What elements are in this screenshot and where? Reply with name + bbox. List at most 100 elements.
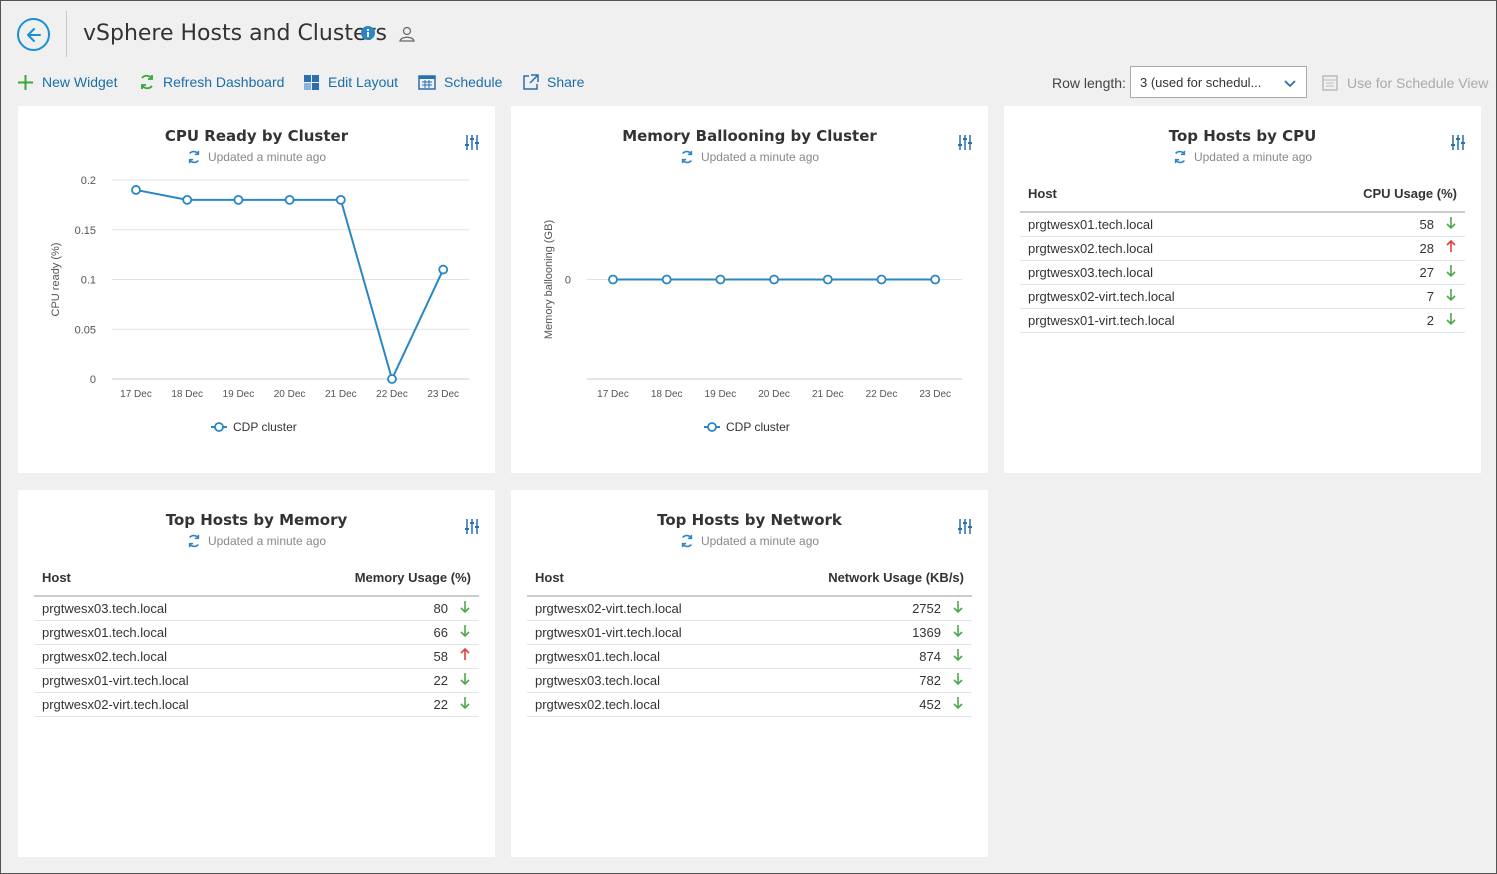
widget-settings-icon[interactable]: [957, 134, 973, 156]
data-point[interactable]: [930, 274, 941, 285]
legend-marker: [707, 422, 717, 432]
arrow-down-icon: [944, 620, 972, 645]
arrow-up-icon: [451, 644, 479, 669]
updated-text: Updated a minute ago: [207, 534, 327, 548]
data-point[interactable]: [715, 274, 726, 285]
row-length-value: 3 (used for schedul...: [1140, 75, 1262, 90]
use-for-schedule-view-toggle[interactable]: Use for Schedule View: [1322, 75, 1488, 91]
arrow-down-icon: [1437, 284, 1465, 309]
table-row[interactable]: prgtwesx02-virt.tech.local 2752: [527, 596, 972, 621]
arrow-down-icon: [451, 620, 479, 645]
x-tick-label: 17 Dec: [597, 389, 629, 400]
arrow-up-icon: [1437, 236, 1465, 261]
y-axis-label: Memory ballooning (GB): [543, 220, 555, 339]
table-row[interactable]: prgtwesx02.tech.local 452: [527, 692, 972, 717]
column-header-value[interactable]: CPU Usage (%): [1292, 175, 1465, 213]
table-row[interactable]: prgtwesx02-virt.tech.local 22: [34, 692, 479, 717]
usage-value: 22: [283, 668, 451, 693]
widget-updated: Updated a minute ago: [1004, 150, 1481, 164]
table-row[interactable]: prgtwesx03.tech.local 80: [34, 596, 479, 621]
table-row[interactable]: prgtwesx01.tech.local 874: [527, 644, 972, 669]
table-row[interactable]: prgtwesx01-virt.tech.local 1369: [527, 620, 972, 645]
arrow-down-icon: [1437, 212, 1465, 237]
back-button[interactable]: [17, 18, 50, 51]
header-divider: [66, 11, 67, 57]
host-name: prgtwesx01-virt.tech.local: [34, 668, 284, 693]
new-widget-button[interactable]: New Widget: [17, 69, 117, 95]
updated-text: Updated a minute ago: [1193, 150, 1313, 164]
widget-updated: Updated a minute ago: [511, 534, 988, 548]
column-header-value[interactable]: Memory Usage (%): [283, 559, 479, 597]
data-point[interactable]: [822, 274, 833, 285]
table-row[interactable]: prgtwesx03.tech.local 782: [527, 668, 972, 693]
edit-layout-button[interactable]: Edit Layout: [303, 69, 398, 95]
widget-settings-icon[interactable]: [464, 518, 480, 540]
share-button[interactable]: Share: [522, 69, 584, 95]
series-line: [135, 188, 445, 382]
legend-label[interactable]: CDP cluster: [233, 420, 297, 434]
data-point[interactable]: [131, 185, 141, 195]
x-tick-label: 22 Dec: [376, 389, 408, 400]
refresh-icon: [1173, 150, 1187, 164]
widget-settings-icon[interactable]: [957, 518, 973, 540]
table-row[interactable]: prgtwesx01-virt.tech.local 2: [1020, 308, 1465, 333]
widget-title: Memory Ballooning by Cluster: [622, 127, 877, 145]
data-point[interactable]: [876, 274, 887, 285]
table-row[interactable]: prgtwesx02.tech.local 28: [1020, 236, 1465, 261]
top-hosts-cpu-widget: Top Hosts by CPU Updated a minute ago Ho…: [1004, 106, 1481, 473]
column-header-value[interactable]: Network Usage (KB/s): [758, 559, 972, 597]
updated-text: Updated a minute ago: [207, 150, 327, 164]
usage-value: 58: [1292, 212, 1437, 237]
y-tick-label: 0: [90, 374, 96, 386]
x-tick-label: 17 Dec: [120, 389, 152, 400]
cpu-ready-widget: CPU Ready by Cluster Updated a minute ag…: [18, 106, 495, 473]
host-name: prgtwesx03.tech.local: [34, 596, 284, 621]
data-point[interactable]: [387, 374, 397, 384]
table-row[interactable]: prgtwesx01.tech.local 66: [34, 620, 479, 645]
data-point[interactable]: [284, 195, 295, 205]
dashboard-toolbar: New Widget Refresh Dashboard Edit Layout…: [1, 69, 1496, 97]
owner-user-icon[interactable]: [398, 25, 416, 48]
schedule-button[interactable]: Schedule: [418, 69, 502, 95]
hosts-table: Host Network Usage (KB/s) prgtwesx02-vir…: [527, 559, 972, 717]
y-axis-label: CPU ready (%): [50, 243, 62, 317]
host-name: prgtwesx02-virt.tech.local: [527, 596, 759, 621]
x-tick-label: 19 Dec: [705, 389, 737, 400]
widget-settings-icon[interactable]: [464, 134, 480, 156]
host-name: prgtwesx02-virt.tech.local: [34, 692, 284, 717]
usage-value: 66: [283, 620, 451, 645]
refresh-icon: [680, 534, 694, 548]
table-row[interactable]: prgtwesx02-virt.tech.local 7: [1020, 284, 1465, 309]
data-point[interactable]: [608, 274, 618, 285]
data-point[interactable]: [661, 274, 672, 285]
data-point[interactable]: [233, 195, 244, 205]
data-point[interactable]: [438, 264, 449, 275]
widget-title: CPU Ready by Cluster: [164, 127, 349, 145]
schedule-label: Schedule: [444, 74, 503, 90]
x-tick-label: 20 Dec: [758, 389, 790, 400]
table-row[interactable]: prgtwesx01-virt.tech.local 22: [34, 668, 479, 693]
data-point[interactable]: [182, 195, 193, 205]
widget-settings-icon[interactable]: [1450, 134, 1466, 156]
table-row[interactable]: prgtwesx03.tech.local 27: [1020, 260, 1465, 285]
legend-marker: [214, 422, 224, 432]
column-header-host[interactable]: Host: [34, 559, 284, 597]
x-tick-label: 23 Dec: [919, 389, 951, 400]
host-name: prgtwesx03.tech.local: [1020, 260, 1293, 285]
data-point[interactable]: [335, 195, 346, 205]
column-header-host[interactable]: Host: [1020, 175, 1293, 213]
y-tick-label: 0.15: [75, 225, 96, 237]
column-header-host[interactable]: Host: [527, 559, 759, 597]
usage-value: 782: [758, 668, 944, 693]
table-row[interactable]: prgtwesx01.tech.local 58: [1020, 212, 1465, 237]
new-widget-label: New Widget: [42, 74, 118, 90]
legend-label[interactable]: CDP cluster: [726, 420, 790, 434]
refresh-dashboard-button[interactable]: Refresh Dashboard: [139, 69, 284, 95]
row-length-select[interactable]: 3 (used for schedul...: [1130, 66, 1307, 98]
info-icon[interactable]: [361, 26, 375, 45]
host-name: prgtwesx02.tech.local: [527, 692, 759, 717]
table-row[interactable]: prgtwesx02.tech.local 58: [34, 644, 479, 669]
schedule-view-icon: [1322, 75, 1338, 91]
host-name: prgtwesx03.tech.local: [527, 668, 759, 693]
data-point[interactable]: [769, 274, 780, 285]
